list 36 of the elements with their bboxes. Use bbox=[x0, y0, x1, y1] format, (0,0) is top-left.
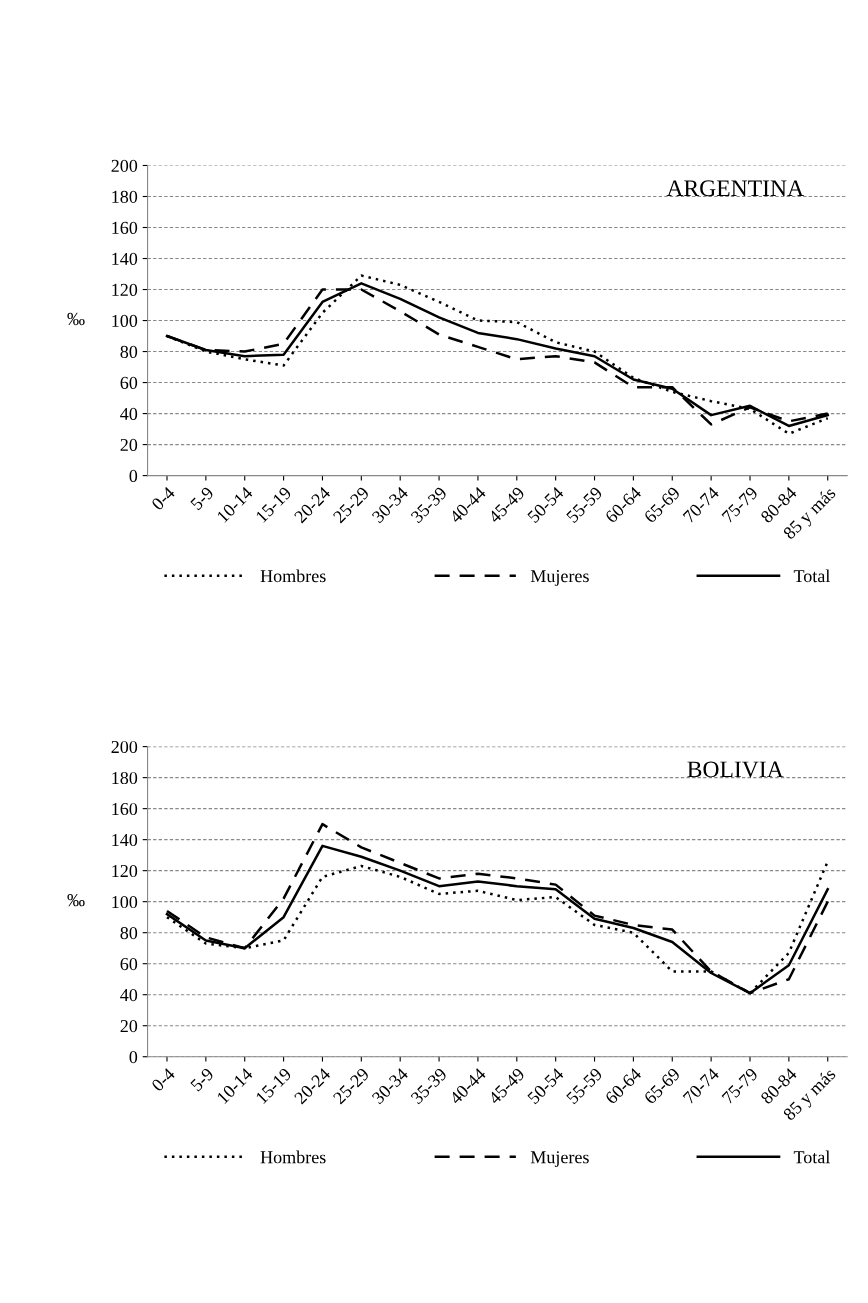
legend-label: Hombres bbox=[260, 569, 326, 583]
y-tick-label: 100 bbox=[112, 895, 138, 909]
legend-label: Total bbox=[793, 569, 830, 583]
x-tick-label: 5-9 bbox=[189, 1067, 215, 1092]
y-tick-label: 60 bbox=[120, 957, 138, 971]
y-tick-label: 160 bbox=[112, 802, 138, 816]
y-tick-label: 0 bbox=[129, 1050, 138, 1064]
y-tick-label: 100 bbox=[112, 314, 138, 327]
x-tick-label: 5-9 bbox=[189, 486, 215, 511]
legend-label: Total bbox=[793, 1150, 830, 1164]
x-tick-label: 0-4 bbox=[150, 1067, 176, 1092]
y-axis-title: ‰ bbox=[67, 312, 85, 326]
y-tick-label: 160 bbox=[112, 221, 138, 234]
legend-label: Hombres bbox=[260, 1150, 326, 1164]
chart-title: BOLIVIA bbox=[687, 761, 784, 778]
chart-title: ARGENTINA bbox=[666, 180, 804, 197]
y-tick-label: 120 bbox=[112, 283, 138, 296]
y-tick-label: 180 bbox=[112, 190, 138, 203]
legend-label: Mujeres bbox=[530, 570, 589, 586]
x-tick-label: 0-4 bbox=[150, 485, 176, 511]
y-tick-label: 180 bbox=[112, 771, 138, 785]
y-tick-label: 0 bbox=[129, 469, 138, 483]
y-tick-label: 20 bbox=[120, 438, 138, 452]
legend-label: Mujeres bbox=[530, 1151, 589, 1167]
y-tick-label: 140 bbox=[112, 252, 138, 265]
y-tick-label: 80 bbox=[120, 926, 138, 940]
y-tick-label: 80 bbox=[120, 345, 138, 358]
y-tick-label: 40 bbox=[120, 988, 138, 1002]
y-tick-label: 20 bbox=[120, 1019, 138, 1033]
y-tick-label: 40 bbox=[120, 407, 138, 421]
y-tick-label: 120 bbox=[112, 864, 138, 878]
y-tick-label: 200 bbox=[111, 740, 138, 754]
y-tick-label: 140 bbox=[112, 833, 138, 847]
y-tick-label: 200 bbox=[111, 159, 138, 172]
y-axis-title: ‰ bbox=[67, 894, 85, 907]
y-tick-label: 60 bbox=[120, 376, 138, 389]
